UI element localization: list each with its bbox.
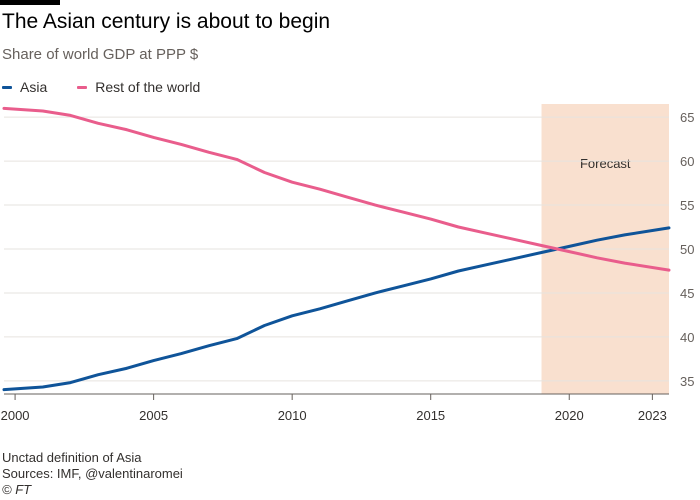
y-tick-label: 55 [680, 198, 694, 213]
y-tick-label: 65 [680, 110, 694, 125]
legend-label-rest-of-world: Rest of the world [95, 79, 201, 95]
x-tick-label: 2015 [416, 408, 445, 423]
x-tick-label: 2020 [555, 408, 584, 423]
chart-footer: Unctad definition of Asia Sources: IMF, … [2, 450, 183, 498]
y-tick-label: 35 [680, 374, 694, 389]
x-tick-label: 2010 [278, 408, 307, 423]
x-tick-label: 2000 [1, 408, 30, 423]
series-line-rest-of-the-world [2, 106, 671, 272]
forecast-label: Forecast [580, 156, 631, 171]
x-tick-label: 2005 [139, 408, 168, 423]
chart-subtitle: Share of world GDP at PPP $ [2, 46, 199, 63]
y-tick-label: 40 [680, 330, 694, 345]
series-line-asia [2, 226, 671, 392]
y-tick-label: 60 [680, 154, 694, 169]
brand-bar [0, 0, 60, 5]
y-tick-label: 45 [680, 286, 694, 301]
x-tick-label: 2023 [638, 408, 667, 423]
legend-label-asia: Asia [20, 79, 48, 95]
legend-swatch-rest-of-world [77, 85, 88, 89]
legend-item-rest-of-world: Rest of the world [77, 79, 200, 95]
legend-item-asia: Asia [2, 79, 47, 95]
sources: Sources: IMF, @valentinaromei [2, 466, 183, 481]
y-tick-label: 50 [680, 242, 694, 257]
copyright: © FT [2, 482, 32, 497]
legend-swatch-asia [2, 85, 12, 89]
chart-title: The Asian century is about to begin [2, 10, 331, 33]
legend: Asia Rest of the world [2, 79, 200, 95]
footnote: Unctad definition of Asia [2, 450, 142, 465]
